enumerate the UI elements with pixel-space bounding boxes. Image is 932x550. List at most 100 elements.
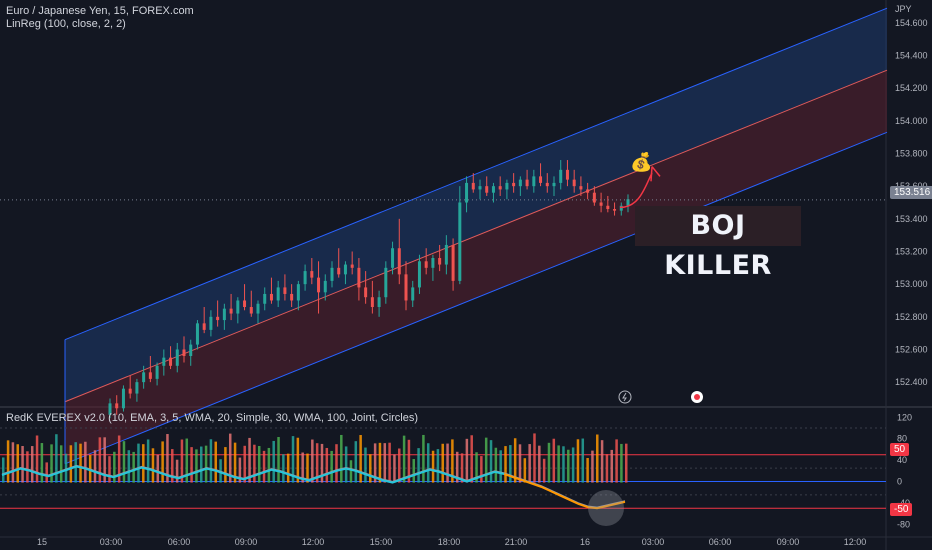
candle-body <box>249 307 253 314</box>
candle <box>229 293 233 321</box>
candle-body <box>310 271 314 278</box>
osc-histogram-bar <box>113 451 116 483</box>
time-tick-label: 15:00 <box>370 537 393 547</box>
symbol-legend[interactable]: Euro / Japanese Yen, 15, FOREX.com <box>6 5 194 17</box>
osc-histogram-bar <box>272 440 275 483</box>
candle-body <box>404 274 408 301</box>
osc-signal-line <box>1 464 626 508</box>
candle-body <box>256 303 260 314</box>
record-icon-inner <box>694 394 700 400</box>
osc-main-line-bearish <box>503 473 626 510</box>
candle <box>317 261 321 314</box>
oscillator-legend[interactable]: RedK EVEREX v2.0 (10, EMA, 3, 5, WMA, 20… <box>6 412 419 424</box>
candle-body <box>148 372 152 379</box>
osc-histogram-bar <box>35 435 39 483</box>
candle <box>491 182 495 203</box>
candle <box>195 320 199 350</box>
candle-body <box>303 271 307 285</box>
osc-histogram-bar <box>369 454 372 483</box>
osc-histogram-bar <box>59 445 63 483</box>
price-tick-label: 152.400 <box>895 377 928 387</box>
osc-histogram-bar <box>320 443 324 483</box>
osc-histogram-bar <box>600 440 604 483</box>
osc-histogram-bar <box>431 450 435 483</box>
candle-body <box>613 209 617 211</box>
osc-histogram-bar <box>224 447 227 483</box>
osc-histogram-bar <box>74 442 77 483</box>
candle <box>391 241 395 275</box>
candle <box>189 339 193 366</box>
candle <box>142 365 146 389</box>
osc-tick-label: -80 <box>897 519 910 529</box>
candle-body <box>142 372 146 383</box>
osc-histogram-bar <box>137 443 140 483</box>
price-tick-label: 152.800 <box>895 312 928 322</box>
osc-histogram-bar <box>388 442 391 483</box>
candle <box>377 290 381 317</box>
candle <box>148 356 152 383</box>
candle <box>256 300 260 324</box>
osc-histogram-bar <box>417 448 420 483</box>
osc-histogram-bar <box>354 441 358 483</box>
candle-body <box>397 248 401 275</box>
time-tick-label: 06:00 <box>168 537 191 547</box>
candle-body <box>222 308 226 321</box>
osc-histogram-bar <box>161 441 164 483</box>
candle-body <box>236 300 240 314</box>
time-tick-label: 12:00 <box>302 537 325 547</box>
boj-killer-annotation[interactable]: BOJ KILLER <box>635 206 801 281</box>
time-tick-label: 03:00 <box>642 537 665 547</box>
osc-histogram-bar <box>282 454 285 483</box>
osc-histogram-bar <box>325 447 329 483</box>
candle <box>216 300 220 327</box>
candle <box>182 336 186 363</box>
candle <box>512 173 516 193</box>
osc-histogram-bar <box>349 460 353 483</box>
candle-body <box>512 182 516 187</box>
linreg-legend[interactable]: LinReg (100, close, 2, 2) <box>6 18 126 30</box>
osc-histogram-bar <box>557 445 560 483</box>
candle <box>626 194 630 213</box>
osc-histogram-bar <box>2 457 5 483</box>
osc-tick-label: 80 <box>897 434 907 444</box>
candle-body <box>424 261 428 268</box>
candle-body <box>579 186 583 190</box>
candle <box>337 248 341 278</box>
upper-channel-line <box>64 7 888 341</box>
osc-tick-label: 40 <box>897 455 907 465</box>
candle-body <box>458 202 462 281</box>
candle-body <box>626 199 630 206</box>
candle <box>451 238 455 291</box>
osc-histogram-bar <box>359 435 362 483</box>
candle-body <box>108 403 112 415</box>
candle <box>458 186 462 285</box>
candle <box>323 274 327 301</box>
candle-body <box>565 169 569 180</box>
osc-histogram-bar <box>204 445 208 483</box>
osc-histogram-bar <box>610 449 614 483</box>
candle <box>606 195 610 213</box>
candle <box>222 303 226 330</box>
candle <box>290 284 294 308</box>
projection-arrow-path <box>619 172 653 209</box>
osc-histogram-bar <box>185 438 189 483</box>
osc-histogram-bar <box>528 444 531 483</box>
candle <box>135 378 139 402</box>
candle <box>444 235 448 275</box>
osc-histogram-bar <box>180 439 184 483</box>
osc-histogram-bar <box>267 447 271 483</box>
lightning-icon-circle <box>618 390 632 404</box>
osc-histogram-bar <box>108 456 111 483</box>
candle-body <box>370 297 374 308</box>
candle <box>613 202 617 216</box>
osc-histogram-bar <box>446 443 449 483</box>
osc-histogram-bar <box>426 443 430 483</box>
osc-histogram-bar <box>499 450 502 483</box>
osc-histogram-bar <box>233 442 237 483</box>
candle-body <box>478 186 482 190</box>
osc-tick-label: 120 <box>897 412 912 422</box>
price-tick-label: 152.600 <box>895 344 928 354</box>
candle-body <box>552 182 556 187</box>
